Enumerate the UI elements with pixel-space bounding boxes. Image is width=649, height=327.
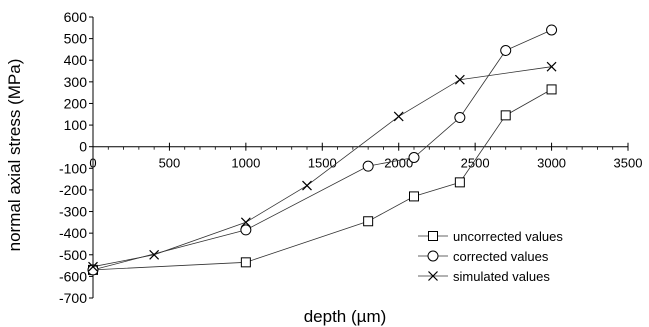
y-tick-label: 400 [64,52,88,68]
data-point-cross [393,111,404,122]
data-point-square [454,177,465,188]
data-point-cross [88,261,98,272]
y-tick-label: -300 [59,204,87,220]
y-axis: 6005004003002001000-100-200-300-400-500-… [59,9,94,306]
legend-label: simulated values [453,269,550,284]
cross-stroke [88,261,98,272]
cross-stroke [428,271,438,281]
legend-item: simulated values [418,269,550,284]
series-layer [87,24,558,276]
y-tick-label: 0 [79,139,87,155]
x-tick-label: 2500 [461,156,490,171]
x-tick-label: 1000 [231,156,260,171]
data-point-square [546,84,557,95]
data-point-cross [546,61,557,72]
cross-stroke [240,217,251,228]
x-axis-title: depth (µm) [304,307,387,326]
y-tick-label: -200 [59,182,87,198]
x-tick-label: 0 [89,156,96,171]
x-tick-label: 1500 [308,156,337,171]
data-point-circle [87,264,99,276]
series-cross [88,61,557,272]
legend-item: uncorrected values [418,229,563,244]
y-tick-label: 500 [64,31,88,47]
x-tick-label: 3500 [614,156,643,171]
cross-stroke [302,180,312,191]
x-tick-label: 500 [159,156,181,171]
data-point-square [363,216,374,227]
y-tick-label: 200 [64,95,88,111]
y-tick-label: 600 [64,9,88,25]
legend-item: corrected values [418,249,549,264]
data-point-square [240,257,251,268]
series-circle [87,24,558,276]
y-axis-title: normal axial stress (MPa) [5,59,24,252]
cross-stroke [546,61,557,72]
data-point-cross [149,249,160,260]
y-tick-label: -500 [59,247,87,263]
data-point-square [500,110,511,121]
data-point-square [428,231,438,241]
data-point-cross [240,217,251,228]
data-point-circle [240,224,252,236]
data-point-cross [428,271,438,281]
cross-stroke [454,74,465,85]
y-tick-label: -100 [59,160,87,176]
data-point-square [409,191,419,202]
y-tick-label: -400 [59,225,87,241]
legend-label: corrected values [453,249,549,264]
legend-label: uncorrected values [453,229,563,244]
series-square [88,84,557,275]
y-tick-label: -600 [59,268,87,284]
data-point-circle [362,160,374,172]
y-tick-label: 100 [64,117,88,133]
data-point-cross [454,74,465,85]
y-tick-label: 300 [64,74,88,90]
data-point-circle [427,250,439,262]
y-tick-label: -700 [59,290,87,306]
cross-stroke [393,111,404,122]
cross-stroke [149,249,160,260]
x-tick-label: 2000 [384,156,413,171]
legend: uncorrected values corrected values simula… [418,229,563,284]
data-point-circle [408,152,420,163]
data-point-circle [546,24,558,36]
x-tick-label: 3000 [537,156,566,171]
data-point-circle [454,112,466,124]
data-point-circle [500,45,512,57]
x-axis: 0 500 1000 1500 2000 2500 3000 3500 [89,142,643,171]
data-point-cross [302,180,312,191]
